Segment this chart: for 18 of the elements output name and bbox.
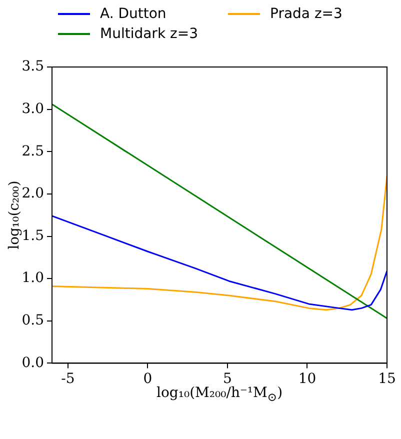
y-tick-label: 0.0 — [22, 354, 44, 371]
y-tick-label: 3.0 — [22, 100, 44, 117]
y-tick-label: 1.5 — [22, 228, 44, 244]
y-axis-title: log₁₀(c₂₀₀) — [6, 180, 22, 250]
y-tick-label: 1.0 — [22, 270, 44, 286]
y-tick-label: 0.5 — [22, 312, 44, 329]
y-tick-label: 2.0 — [22, 186, 44, 202]
y-tick-label: 3.5 — [22, 58, 44, 75]
legend-label: Multidark z=3 — [99, 25, 199, 44]
x-tick-label: 10 — [298, 371, 316, 388]
x-axis-title: log₁₀(M₂₀₀/h⁻¹M$_{⊙}$) — [156, 385, 283, 404]
x-tick-label: 5 — [223, 371, 232, 388]
legend-label: A. Dutton — [99, 5, 168, 24]
legend-label: Prada z=3 — [269, 5, 344, 24]
y-tick-label: 2.5 — [22, 143, 44, 160]
x-tick-label: -5 — [61, 371, 75, 388]
x-tick-label: 15 — [378, 371, 396, 388]
x-tick-label: 0 — [143, 371, 152, 388]
